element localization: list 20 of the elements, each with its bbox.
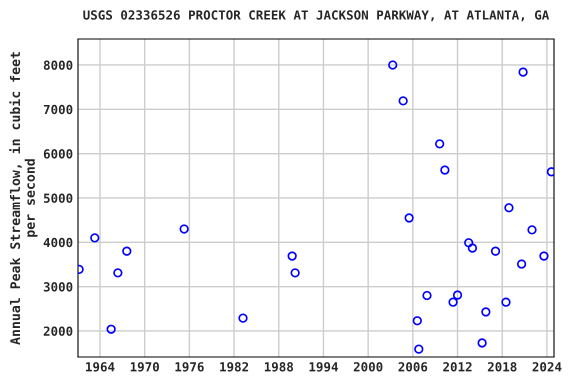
x-tick-label: 2012 [443, 362, 472, 372]
x-tick-label: 2000 [354, 362, 382, 372]
x-tick-label: 1976 [175, 362, 204, 372]
y-tick-label: 5000 [44, 193, 72, 203]
y-axis-title: Annual Peak Streamflow, in cubic feet per second [9, 52, 38, 345]
x-tick-label: 1970 [130, 362, 159, 372]
x-tick-label: 1964 [86, 362, 114, 372]
x-tick-label: 2018 [488, 362, 516, 372]
x-tick-label: 2024 [532, 362, 562, 372]
y-tick-label: 3000 [44, 282, 72, 292]
x-tick-label: 1982 [220, 362, 248, 372]
y-tick-label: 7000 [44, 104, 72, 114]
x-tick-label: 1994 [310, 362, 338, 372]
x-tick-label: 2006 [398, 362, 428, 372]
y-tick-label: 8000 [44, 60, 72, 70]
y-tick-label: 6000 [44, 149, 72, 159]
y-tick-label: 4000 [44, 238, 72, 248]
x-tick-label: 1988 [264, 362, 294, 372]
y-tick-label: 2000 [44, 326, 72, 336]
chart-title: USGS 02336526 PROCTOR CREEK AT JACKSON PARKWAY, AT ATLANTA, GA [83, 10, 550, 22]
